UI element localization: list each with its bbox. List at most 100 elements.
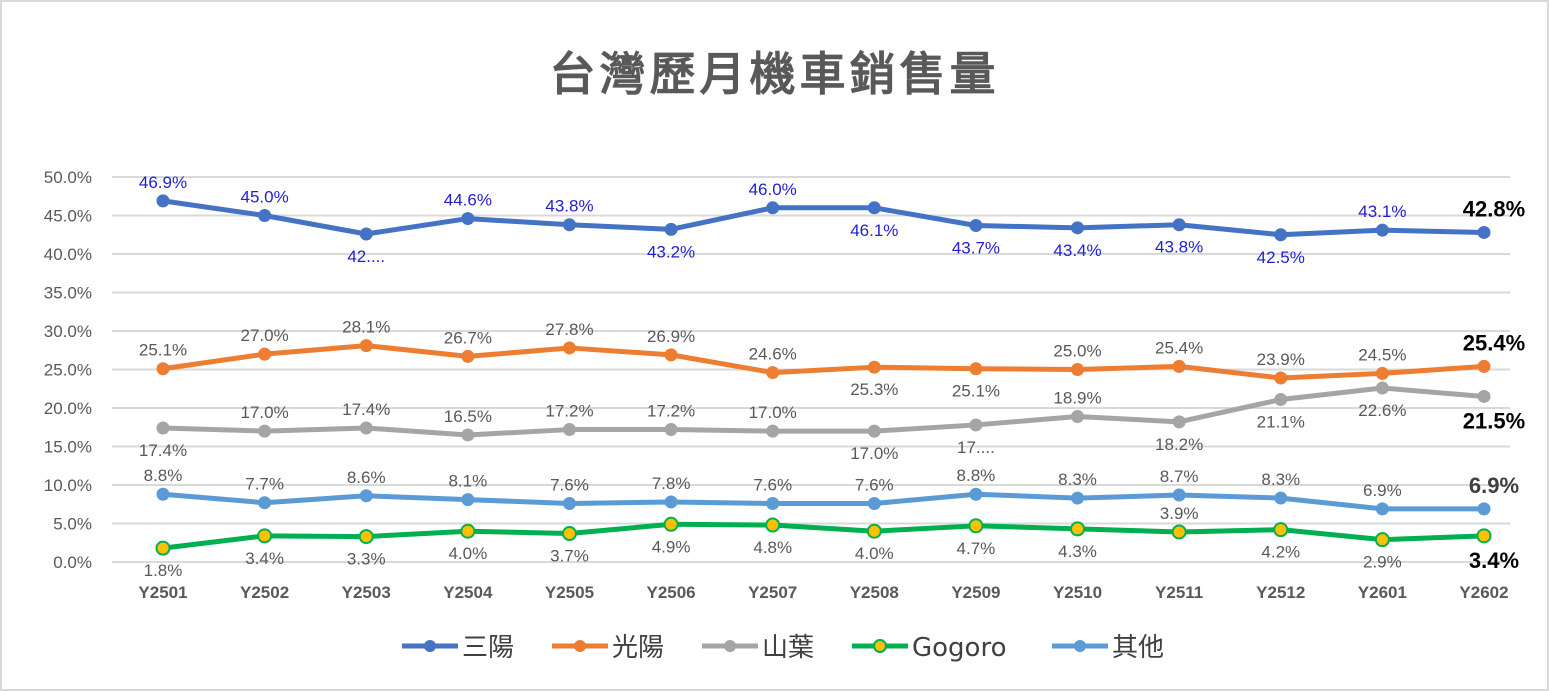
data-point[interactable] <box>359 227 373 241</box>
data-point[interactable] <box>156 194 170 208</box>
data-point[interactable] <box>664 495 678 509</box>
data-point[interactable] <box>1070 521 1086 537</box>
data-point[interactable] <box>359 421 373 435</box>
data-point[interactable] <box>258 424 272 438</box>
data-label: 8.8% <box>957 466 996 485</box>
data-point[interactable] <box>1477 359 1491 373</box>
data-point[interactable] <box>561 526 577 542</box>
data-point[interactable] <box>562 341 576 355</box>
data-point[interactable] <box>1477 502 1491 516</box>
data-label: 2.9% <box>1363 553 1402 572</box>
data-point[interactable] <box>1375 381 1389 395</box>
y-tick-label: 40.0% <box>44 245 92 264</box>
data-point[interactable] <box>461 212 475 226</box>
data-point[interactable] <box>1274 228 1288 242</box>
data-point[interactable] <box>969 219 983 233</box>
data-point[interactable] <box>359 339 373 353</box>
data-point[interactable] <box>867 496 881 510</box>
data-point[interactable] <box>1171 524 1187 540</box>
legend-item-光陽[interactable]: 光陽 <box>552 633 664 663</box>
data-point[interactable] <box>1375 502 1389 516</box>
data-point[interactable] <box>1375 366 1389 380</box>
data-point[interactable] <box>1172 415 1186 429</box>
data-point[interactable] <box>1071 409 1085 423</box>
data-point[interactable] <box>664 222 678 236</box>
legend-item-山葉[interactable]: 山葉 <box>702 633 814 663</box>
data-label: 7.7% <box>245 475 284 494</box>
data-point[interactable] <box>461 493 475 507</box>
data-point[interactable] <box>969 418 983 432</box>
data-point[interactable] <box>867 424 881 438</box>
data-point[interactable] <box>867 201 881 215</box>
legend-item-三陽[interactable]: 三陽 <box>402 633 514 663</box>
x-tick-label: Y2501 <box>138 583 187 602</box>
data-point[interactable] <box>156 362 170 376</box>
data-label: 8.3% <box>1058 470 1097 489</box>
data-point[interactable] <box>663 516 679 532</box>
data-label: 17.0% <box>749 403 797 422</box>
data-point[interactable] <box>156 421 170 435</box>
legend-item-其他[interactable]: 其他 <box>1052 633 1164 663</box>
legend-label: Gogoro <box>912 633 1007 663</box>
data-point[interactable] <box>969 487 983 501</box>
data-point[interactable] <box>1071 221 1085 235</box>
y-tick-label: 5.0% <box>53 515 92 534</box>
data-point[interactable] <box>765 517 781 533</box>
data-point[interactable] <box>258 209 272 222</box>
data-point[interactable] <box>156 487 170 501</box>
data-point[interactable] <box>461 428 475 442</box>
data-point[interactable] <box>460 523 476 539</box>
data-point[interactable] <box>867 360 881 374</box>
data-point[interactable] <box>358 529 374 545</box>
data-point[interactable] <box>155 540 171 556</box>
data-point[interactable] <box>1274 491 1288 505</box>
data-point[interactable] <box>1476 528 1492 544</box>
data-point[interactable] <box>1274 371 1288 385</box>
data-point[interactable] <box>1477 389 1491 403</box>
data-label: 6.9% <box>1363 481 1402 500</box>
data-point[interactable] <box>258 496 272 510</box>
data-label: 3.9% <box>1160 504 1199 523</box>
data-label: 27.8% <box>545 320 593 339</box>
data-point[interactable] <box>562 218 576 232</box>
x-tick-label: Y2511 <box>1155 583 1203 602</box>
data-point[interactable] <box>664 423 678 437</box>
data-point[interactable] <box>766 366 780 380</box>
data-point[interactable] <box>1172 218 1186 232</box>
x-tick-label: Y2503 <box>342 583 391 602</box>
data-point[interactable] <box>461 349 475 363</box>
data-point[interactable] <box>1172 359 1186 373</box>
data-point[interactable] <box>969 362 983 376</box>
data-point[interactable] <box>1071 491 1085 505</box>
data-point[interactable] <box>1273 522 1289 538</box>
data-point[interactable] <box>664 348 678 362</box>
data-point[interactable] <box>562 423 576 437</box>
series-光陽 <box>156 339 1491 385</box>
data-point[interactable] <box>1071 363 1085 376</box>
data-point[interactable] <box>1172 488 1186 502</box>
data-point[interactable] <box>968 518 984 534</box>
data-label: 4.0% <box>855 544 894 563</box>
data-label: 7.6% <box>855 475 894 494</box>
data-point[interactable] <box>766 201 780 215</box>
legend-label: 光陽 <box>612 633 664 663</box>
data-point[interactable] <box>766 424 780 438</box>
data-point[interactable] <box>1477 225 1491 239</box>
y-tick-label: 45.0% <box>44 207 92 226</box>
data-point[interactable] <box>1375 223 1389 237</box>
data-label: 17.0% <box>850 444 898 463</box>
data-point[interactable] <box>766 496 780 510</box>
data-label: 4.2% <box>1261 543 1300 562</box>
data-label: 7.6% <box>753 475 792 494</box>
data-point[interactable] <box>866 523 882 539</box>
x-tick-label: Y2601 <box>1358 583 1407 602</box>
data-point[interactable] <box>359 489 373 503</box>
data-point[interactable] <box>1374 532 1390 548</box>
data-point[interactable] <box>258 347 272 361</box>
data-point[interactable] <box>1274 393 1288 407</box>
data-point[interactable] <box>562 496 576 510</box>
data-point[interactable] <box>257 528 273 544</box>
legend-item-Gogoro[interactable]: Gogoro <box>852 633 1007 663</box>
data-label: 27.0% <box>241 326 289 345</box>
